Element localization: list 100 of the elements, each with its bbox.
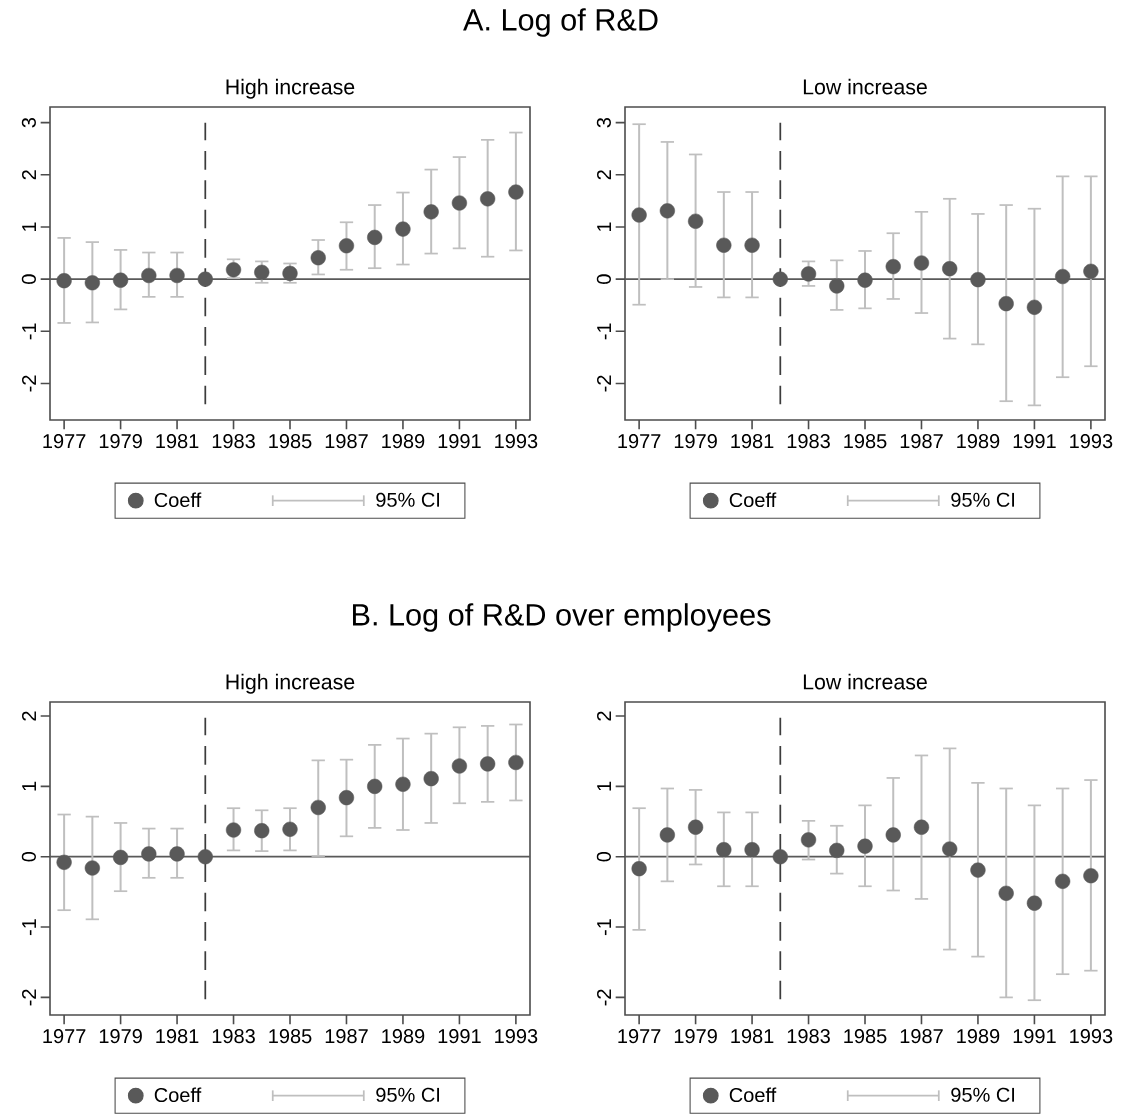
x-tick-label: 1979 — [674, 434, 717, 449]
x-tick-label: 1985 — [844, 434, 887, 449]
x-tick-label: 1977 — [43, 1029, 86, 1044]
point — [141, 846, 157, 862]
y-tick-label: 2 — [597, 711, 611, 721]
point — [395, 776, 411, 792]
point — [451, 758, 468, 774]
text: 95% CI — [376, 492, 440, 507]
point — [225, 262, 242, 278]
y-tick-label: 1 — [22, 222, 36, 232]
y-tick-label: -2 — [21, 375, 36, 392]
point — [631, 861, 647, 877]
chart-title: A. Log of R&D — [463, 8, 658, 37]
text: 95% CI — [951, 1087, 1015, 1102]
point — [84, 860, 100, 876]
point — [310, 250, 326, 266]
y-tick-label: -1 — [597, 323, 611, 340]
x-tick-label: 1977 — [43, 434, 86, 449]
x-tick-label: 1987 — [900, 1029, 943, 1044]
y-tick-label: 0 — [21, 274, 36, 284]
x-tick-label: 1989 — [957, 1029, 1000, 1044]
x-tick-label: 1993 — [495, 434, 538, 449]
y-tick-label: 2 — [597, 170, 611, 180]
point — [112, 849, 129, 866]
chart-subtitle: High increase — [226, 78, 355, 99]
x-tick-label: 1979 — [674, 1029, 717, 1044]
y-tick-label: 3 — [21, 117, 36, 128]
chart-subtitle: Low increase — [803, 78, 927, 95]
point — [225, 822, 242, 838]
point — [772, 271, 788, 287]
legend-label: Coeff — [154, 492, 202, 508]
x-tick-label: 1991 — [1013, 1029, 1056, 1044]
x-tick-label: 1977 — [618, 434, 661, 449]
point — [659, 827, 675, 843]
point — [829, 278, 845, 294]
y-tick-label: -2 — [21, 989, 36, 1006]
x-tick-label: 1979 — [99, 1029, 142, 1044]
point — [395, 221, 411, 237]
chart-subtitle: Low increase — [803, 673, 927, 690]
point — [423, 204, 439, 220]
point — [1026, 895, 1043, 911]
y-tick-label: 2 — [21, 170, 36, 180]
x-tick-label: 1983 — [787, 1029, 830, 1044]
point — [84, 275, 100, 291]
x-tick-label: 1985 — [269, 1029, 312, 1044]
x-tick-label: 1985 — [269, 434, 312, 449]
y-tick-label: 1 — [597, 222, 611, 232]
y-tick-label: -1 — [22, 323, 36, 340]
point — [998, 296, 1014, 312]
point — [885, 259, 901, 275]
point — [716, 237, 732, 253]
point — [913, 819, 930, 835]
y-tick-label: -2 — [597, 375, 611, 392]
point — [338, 238, 355, 254]
y-tick-label: 2 — [21, 711, 36, 721]
text: 95% CI — [951, 492, 1015, 507]
point — [367, 229, 383, 246]
point — [942, 261, 958, 277]
point — [282, 821, 298, 837]
point — [112, 272, 129, 288]
y-tick-label: -1 — [22, 919, 36, 936]
point — [310, 799, 326, 816]
x-tick-label: 1993 — [495, 1029, 538, 1044]
point — [508, 754, 524, 771]
point — [169, 846, 185, 862]
chart-title: B. Log of R&D over employees — [353, 603, 771, 632]
x-tick-label: 1989 — [382, 434, 425, 449]
point — [254, 823, 270, 839]
x-tick-label: 1977 — [618, 1029, 661, 1044]
point — [197, 271, 213, 287]
point — [1026, 299, 1043, 315]
point — [744, 842, 760, 858]
y-tick-label: 1 — [597, 781, 611, 791]
point — [687, 819, 704, 835]
point — [197, 849, 213, 865]
point — [367, 778, 383, 794]
x-tick-label: 1993 — [1070, 434, 1113, 449]
legend-label: Coeff — [729, 1087, 777, 1103]
y-tick-label: 0 — [21, 851, 36, 862]
x-tick-label: 1983 — [212, 434, 255, 449]
point — [56, 854, 72, 870]
point — [913, 255, 930, 271]
x-tick-label: 1987 — [325, 434, 368, 449]
point — [141, 267, 157, 284]
point — [998, 885, 1014, 901]
point — [857, 272, 873, 288]
x-tick-label: 1981 — [731, 434, 774, 449]
point — [56, 273, 72, 289]
legend-label: Coeff — [154, 1087, 202, 1103]
point — [338, 790, 355, 806]
point — [169, 267, 185, 284]
y-tick-label: -2 — [597, 989, 611, 1006]
point — [1083, 263, 1099, 279]
x-tick-label: 1987 — [325, 1029, 368, 1044]
x-tick-label: 1985 — [844, 1029, 887, 1044]
point — [480, 756, 496, 772]
point — [1083, 868, 1099, 884]
x-tick-label: 1991 — [438, 1029, 481, 1044]
y-tick-label: 0 — [596, 274, 611, 284]
point — [829, 842, 845, 858]
